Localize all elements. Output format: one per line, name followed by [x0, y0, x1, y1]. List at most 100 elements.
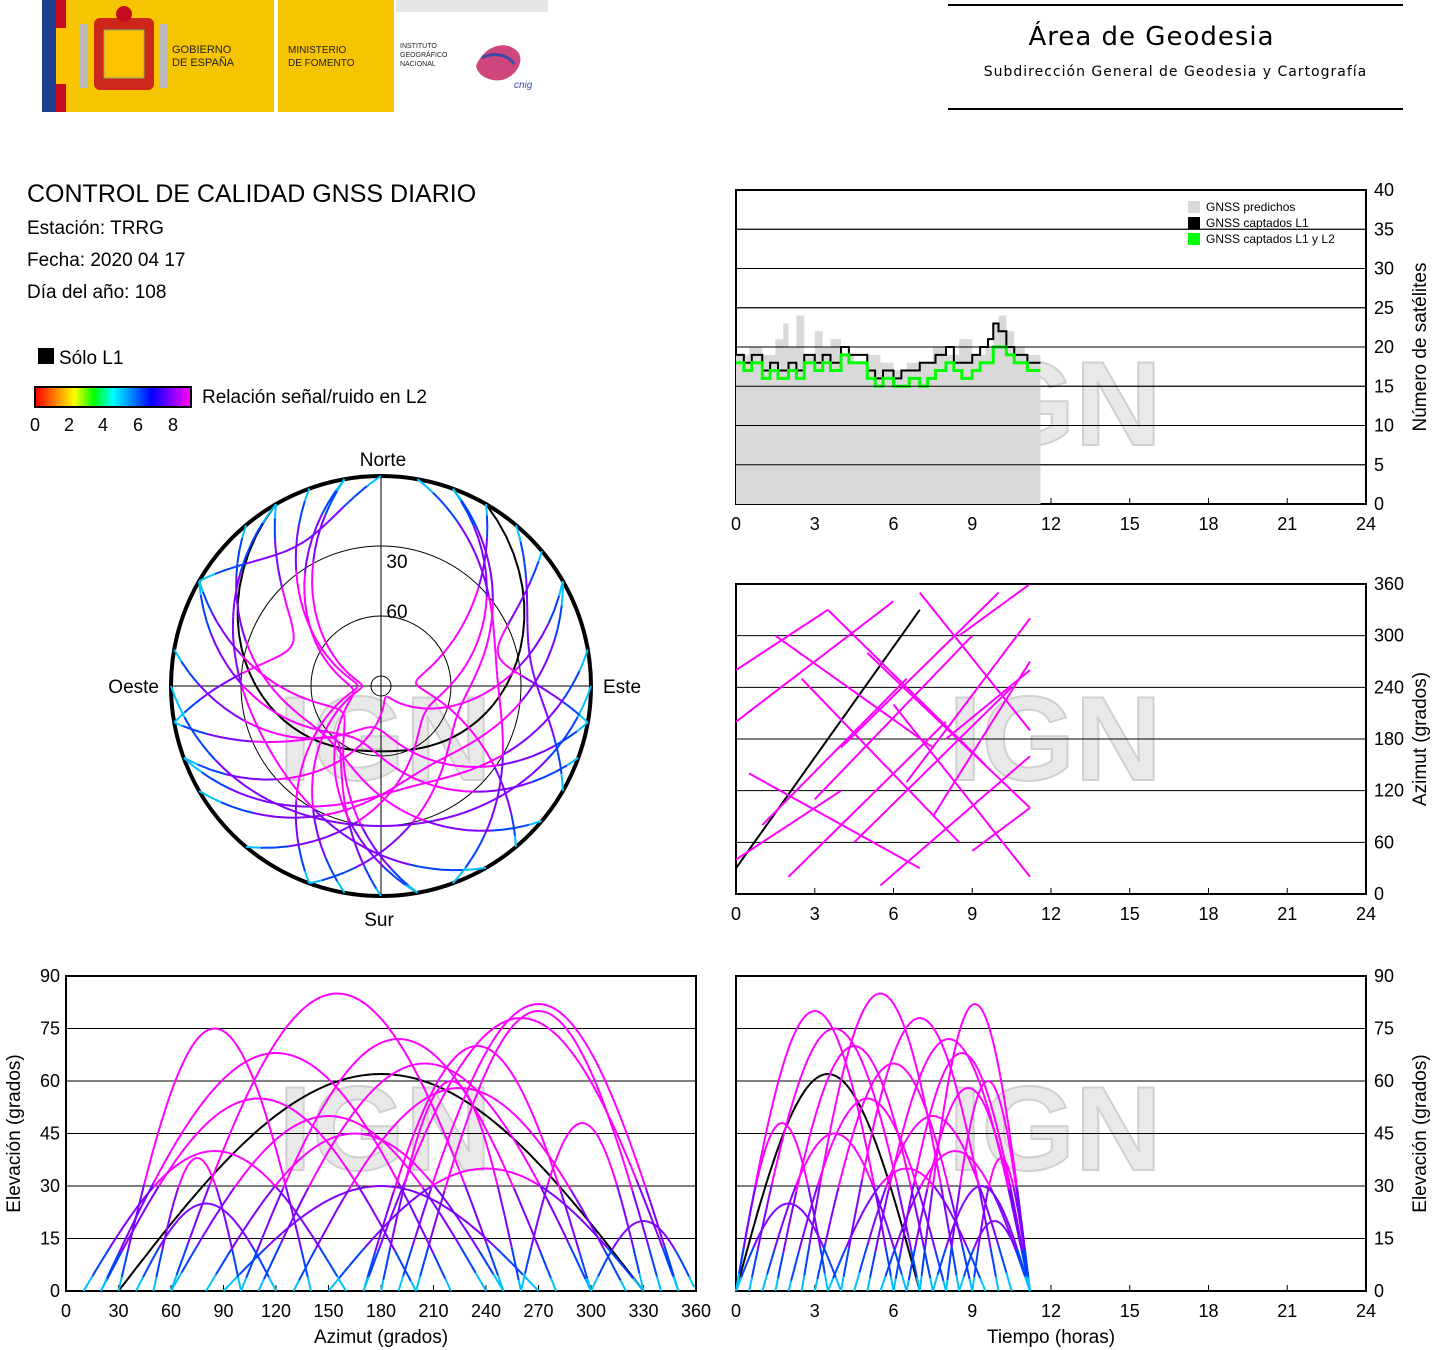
eltime-seg-e: [834, 1129, 840, 1136]
sky-seg-s: [222, 736, 231, 740]
elaz-seg-b: [233, 1040, 239, 1047]
elevation_time-xtick: 21: [1277, 1301, 1297, 1321]
sky-seg-e: [486, 635, 491, 644]
eltime-seg-p: [933, 1279, 938, 1286]
eltime-seg-t: [966, 1262, 970, 1267]
sky-seg-a: [302, 752, 308, 763]
elaz-seg-l: [249, 1162, 255, 1168]
eltime-seg-k: [934, 1043, 939, 1049]
sky-seg-t: [226, 567, 231, 571]
eltime-seg-b: [807, 1050, 813, 1058]
elevation_azimuth-xtick: 360: [681, 1301, 711, 1321]
sky-seg-e: [383, 842, 393, 851]
eltime-seg-g: [960, 1243, 966, 1256]
elaz-seg-o: [672, 1275, 680, 1292]
elaz-seg-u: [224, 1218, 228, 1225]
elaz-seg-a: [550, 1013, 556, 1018]
elaz-seg-e: [279, 1101, 286, 1107]
eltime-seg-n: [994, 1132, 999, 1141]
eltime-seg-q: [763, 1222, 767, 1227]
sky-seg-a: [303, 488, 311, 502]
sky-seg-t: [319, 525, 324, 530]
sky-seg-t: [277, 552, 282, 556]
elaz-seg-l: [327, 1261, 334, 1270]
eltime-seg-r: [767, 1137, 771, 1142]
eltime-seg-b: [787, 1105, 793, 1116]
sky-seg-m: [483, 607, 487, 619]
elaz-seg-l: [170, 1165, 177, 1171]
sky-seg-g: [355, 737, 360, 742]
eltime-seg-n: [1010, 1198, 1015, 1209]
sky-seg-c: [515, 740, 525, 748]
sky-seg-o: [350, 675, 355, 680]
skyplot-east-label: Este: [603, 677, 641, 698]
elaz-seg-a: [480, 1073, 487, 1084]
eltime-seg-k: [923, 1060, 928, 1067]
azimuth_time-xtick: 12: [1041, 904, 1061, 924]
elaz-seg-g: [357, 1099, 365, 1108]
elaz-seg-o: [616, 1110, 624, 1123]
sky-seg-h: [305, 800, 313, 808]
elaz-seg-u: [156, 1263, 161, 1271]
elaz-seg-e: [173, 1154, 181, 1163]
sky-seg-L1: [505, 674, 513, 687]
sky-seg-a: [300, 858, 306, 872]
eltime-seg-b: [913, 1263, 918, 1278]
eltime-seg-o: [999, 1077, 1004, 1089]
elaz-seg-b: [146, 1159, 152, 1173]
sky-seg-g: [220, 654, 228, 666]
sky-seg-u: [523, 589, 528, 596]
elaz-seg-j: [369, 1130, 377, 1136]
eltime-seg-d: [832, 1061, 837, 1068]
eltime-seg-f: [913, 1059, 919, 1071]
eltime-seg-r: [813, 1214, 817, 1223]
eltime-seg-d: [887, 1100, 892, 1110]
elaz-seg-p: [280, 1228, 288, 1235]
elaz-seg-l: [270, 1181, 277, 1188]
sky-seg-o: [319, 630, 325, 639]
eltime-seg-j: [897, 1148, 903, 1156]
eltime-seg-m: [956, 1052, 960, 1056]
eltime-seg-u: [998, 1157, 1001, 1160]
eltime-seg-a: [809, 1010, 813, 1014]
eltime-seg-q: [794, 1204, 798, 1208]
sky-seg-n: [445, 825, 457, 830]
eltime-seg-f: [834, 1091, 840, 1105]
sky-seg-q: [522, 557, 526, 563]
sky-seg-L1: [485, 503, 498, 521]
elaz-seg-c: [274, 1178, 282, 1187]
elaz-seg-q: [272, 1285, 277, 1292]
elaz-seg-q: [235, 1222, 240, 1227]
eltime-seg-l: [884, 1268, 889, 1277]
eltime-seg-e: [874, 1100, 879, 1104]
eltime-seg-c: [770, 1249, 776, 1259]
sky-seg-m: [435, 695, 440, 700]
sky-seg-r: [277, 570, 281, 577]
elaz-seg-a: [447, 1163, 454, 1178]
sky-seg-k: [433, 759, 442, 764]
eltime-seg-j: [903, 1138, 908, 1145]
elaz-seg-k: [297, 1142, 305, 1155]
elaz-seg-u: [226, 1230, 231, 1238]
eltime-seg-s: [954, 1205, 959, 1216]
sky-seg-s: [344, 808, 349, 816]
elaz-seg-i: [415, 1141, 423, 1155]
eltime-seg-f: [824, 1142, 829, 1157]
elaz-seg-t: [595, 1275, 599, 1281]
eltime-seg-r: [823, 1273, 828, 1283]
eltime-seg-o: [977, 1004, 982, 1009]
elaz-seg-q: [210, 1203, 214, 1206]
eltime-seg-n: [1020, 1248, 1025, 1260]
eltime-seg-a: [827, 1019, 832, 1026]
elaz-seg-b: [156, 1125, 162, 1137]
elaz-seg-s: [391, 1225, 396, 1237]
elaz-seg-r: [560, 1140, 565, 1146]
sky-seg-m: [475, 636, 481, 646]
eltime-seg-L1: [793, 1102, 799, 1110]
sky-seg-b: [485, 504, 488, 516]
eltime-seg-o: [1008, 1134, 1013, 1148]
elaz-seg-c: [259, 1197, 267, 1206]
sky-seg-r: [282, 592, 286, 598]
sky-seg-l: [432, 491, 441, 501]
elaz-seg-p: [417, 1192, 424, 1197]
